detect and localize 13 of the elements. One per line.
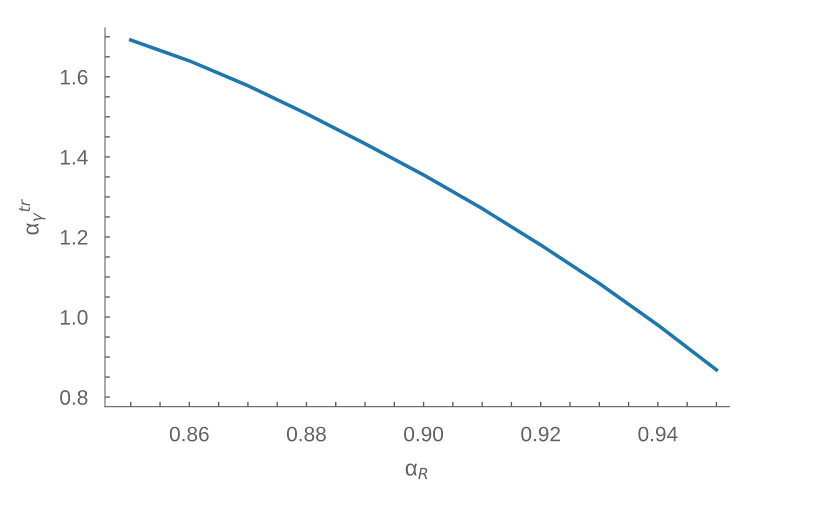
- y-tick-label: 0.8: [60, 390, 88, 405]
- x-tick-label: 0.88: [287, 426, 326, 442]
- y-tick-label: 1.4: [60, 150, 88, 164]
- x-axis-title: α$_{R}$: [406, 464, 428, 480]
- y-tick-label: 1.2: [60, 230, 88, 245]
- x-tick-label: 0.86: [170, 426, 209, 442]
- x-tick-label: 0.92: [521, 426, 560, 442]
- y-axis-title: α$_{γ}$$^{tr}$: [19, 199, 46, 235]
- x-tick-label: 0.90: [404, 426, 444, 442]
- y-tick-label: 1.0: [60, 310, 88, 325]
- x-tick-label: 0.94: [638, 426, 678, 442]
- line-series: [129, 38, 718, 372]
- y-tick-label: 1.6: [60, 70, 88, 85]
